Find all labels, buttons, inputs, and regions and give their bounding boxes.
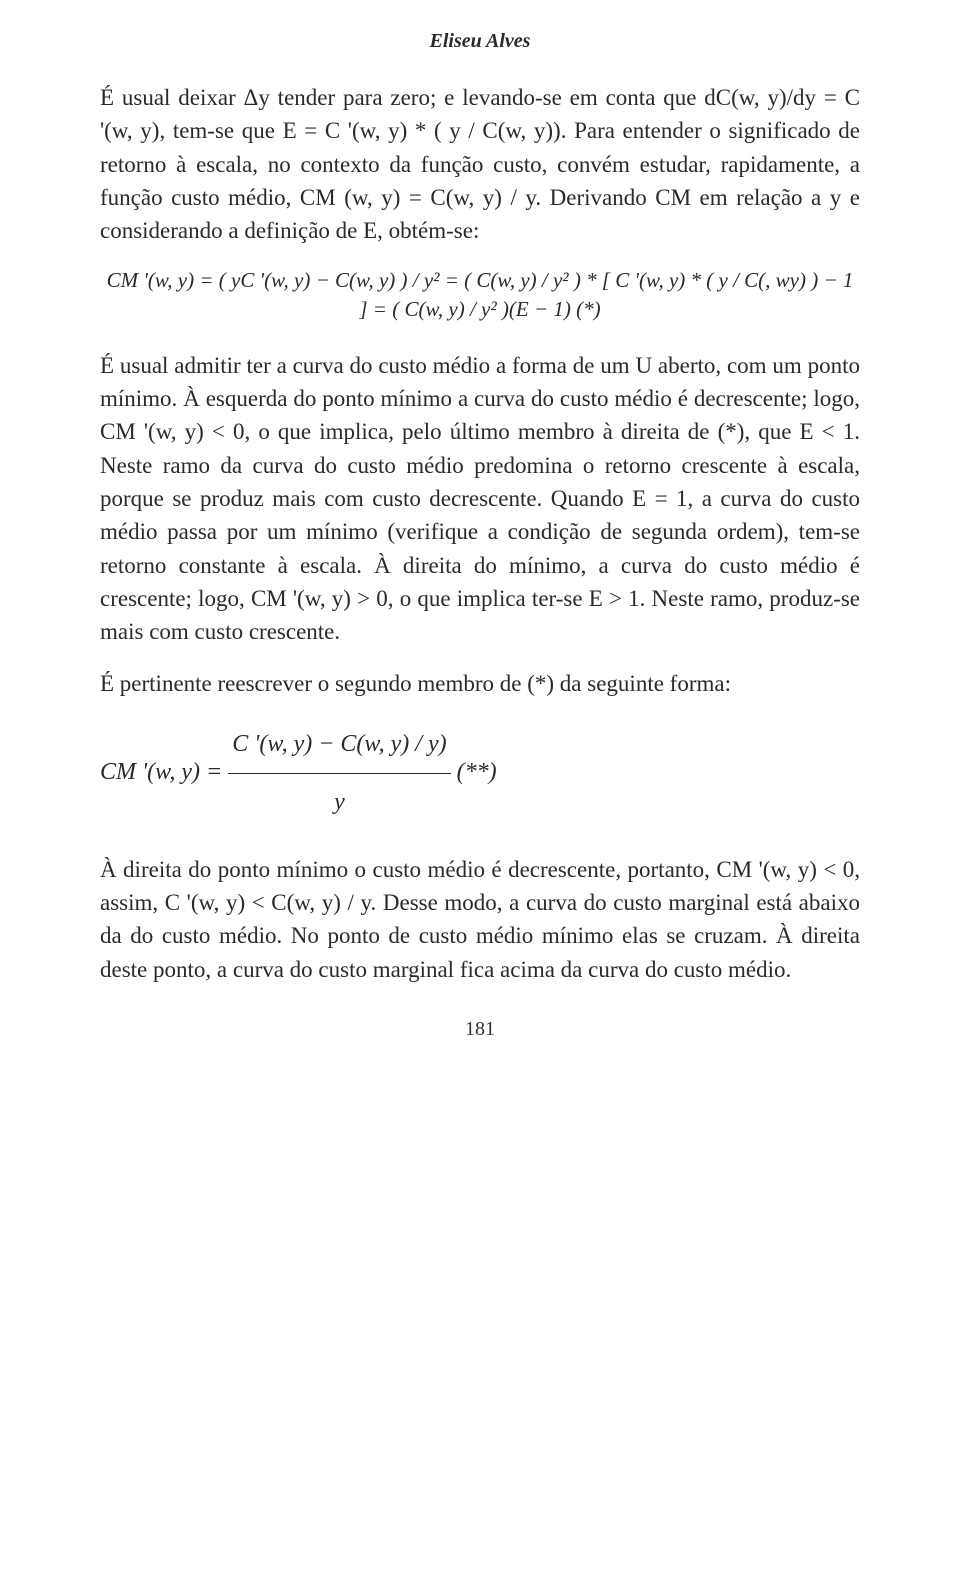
eq2-fraction: C '(w, y) − C(w, y) / y) y (228, 718, 450, 829)
eq2-denominator: y (228, 774, 450, 829)
paragraph-4: À direita do ponto mínimo o custo médio … (100, 853, 860, 986)
eq2-numerator: C '(w, y) − C(w, y) / y) (228, 718, 450, 774)
eq2-tag: (**) (457, 759, 497, 785)
paragraph-3: É pertinente reescrever o segundo membro… (100, 667, 860, 700)
page-container: Eliseu Alves É usual deixar Δy tender pa… (0, 0, 960, 1573)
eq2-lhs: CM '(w, y) = (100, 759, 228, 785)
page-number: 181 (100, 1018, 860, 1041)
author-name: Eliseu Alves (100, 30, 860, 53)
paragraph-2: É usual admitir ter a curva do custo méd… (100, 349, 860, 649)
paragraph-1: É usual deixar Δy tender para zero; e le… (100, 81, 860, 248)
equation-starstar: CM '(w, y) = C '(w, y) − C(w, y) / y) y … (100, 718, 860, 829)
equation-star: CM '(w, y) = ( yC '(w, y) − C(w, y) ) / … (100, 266, 860, 325)
